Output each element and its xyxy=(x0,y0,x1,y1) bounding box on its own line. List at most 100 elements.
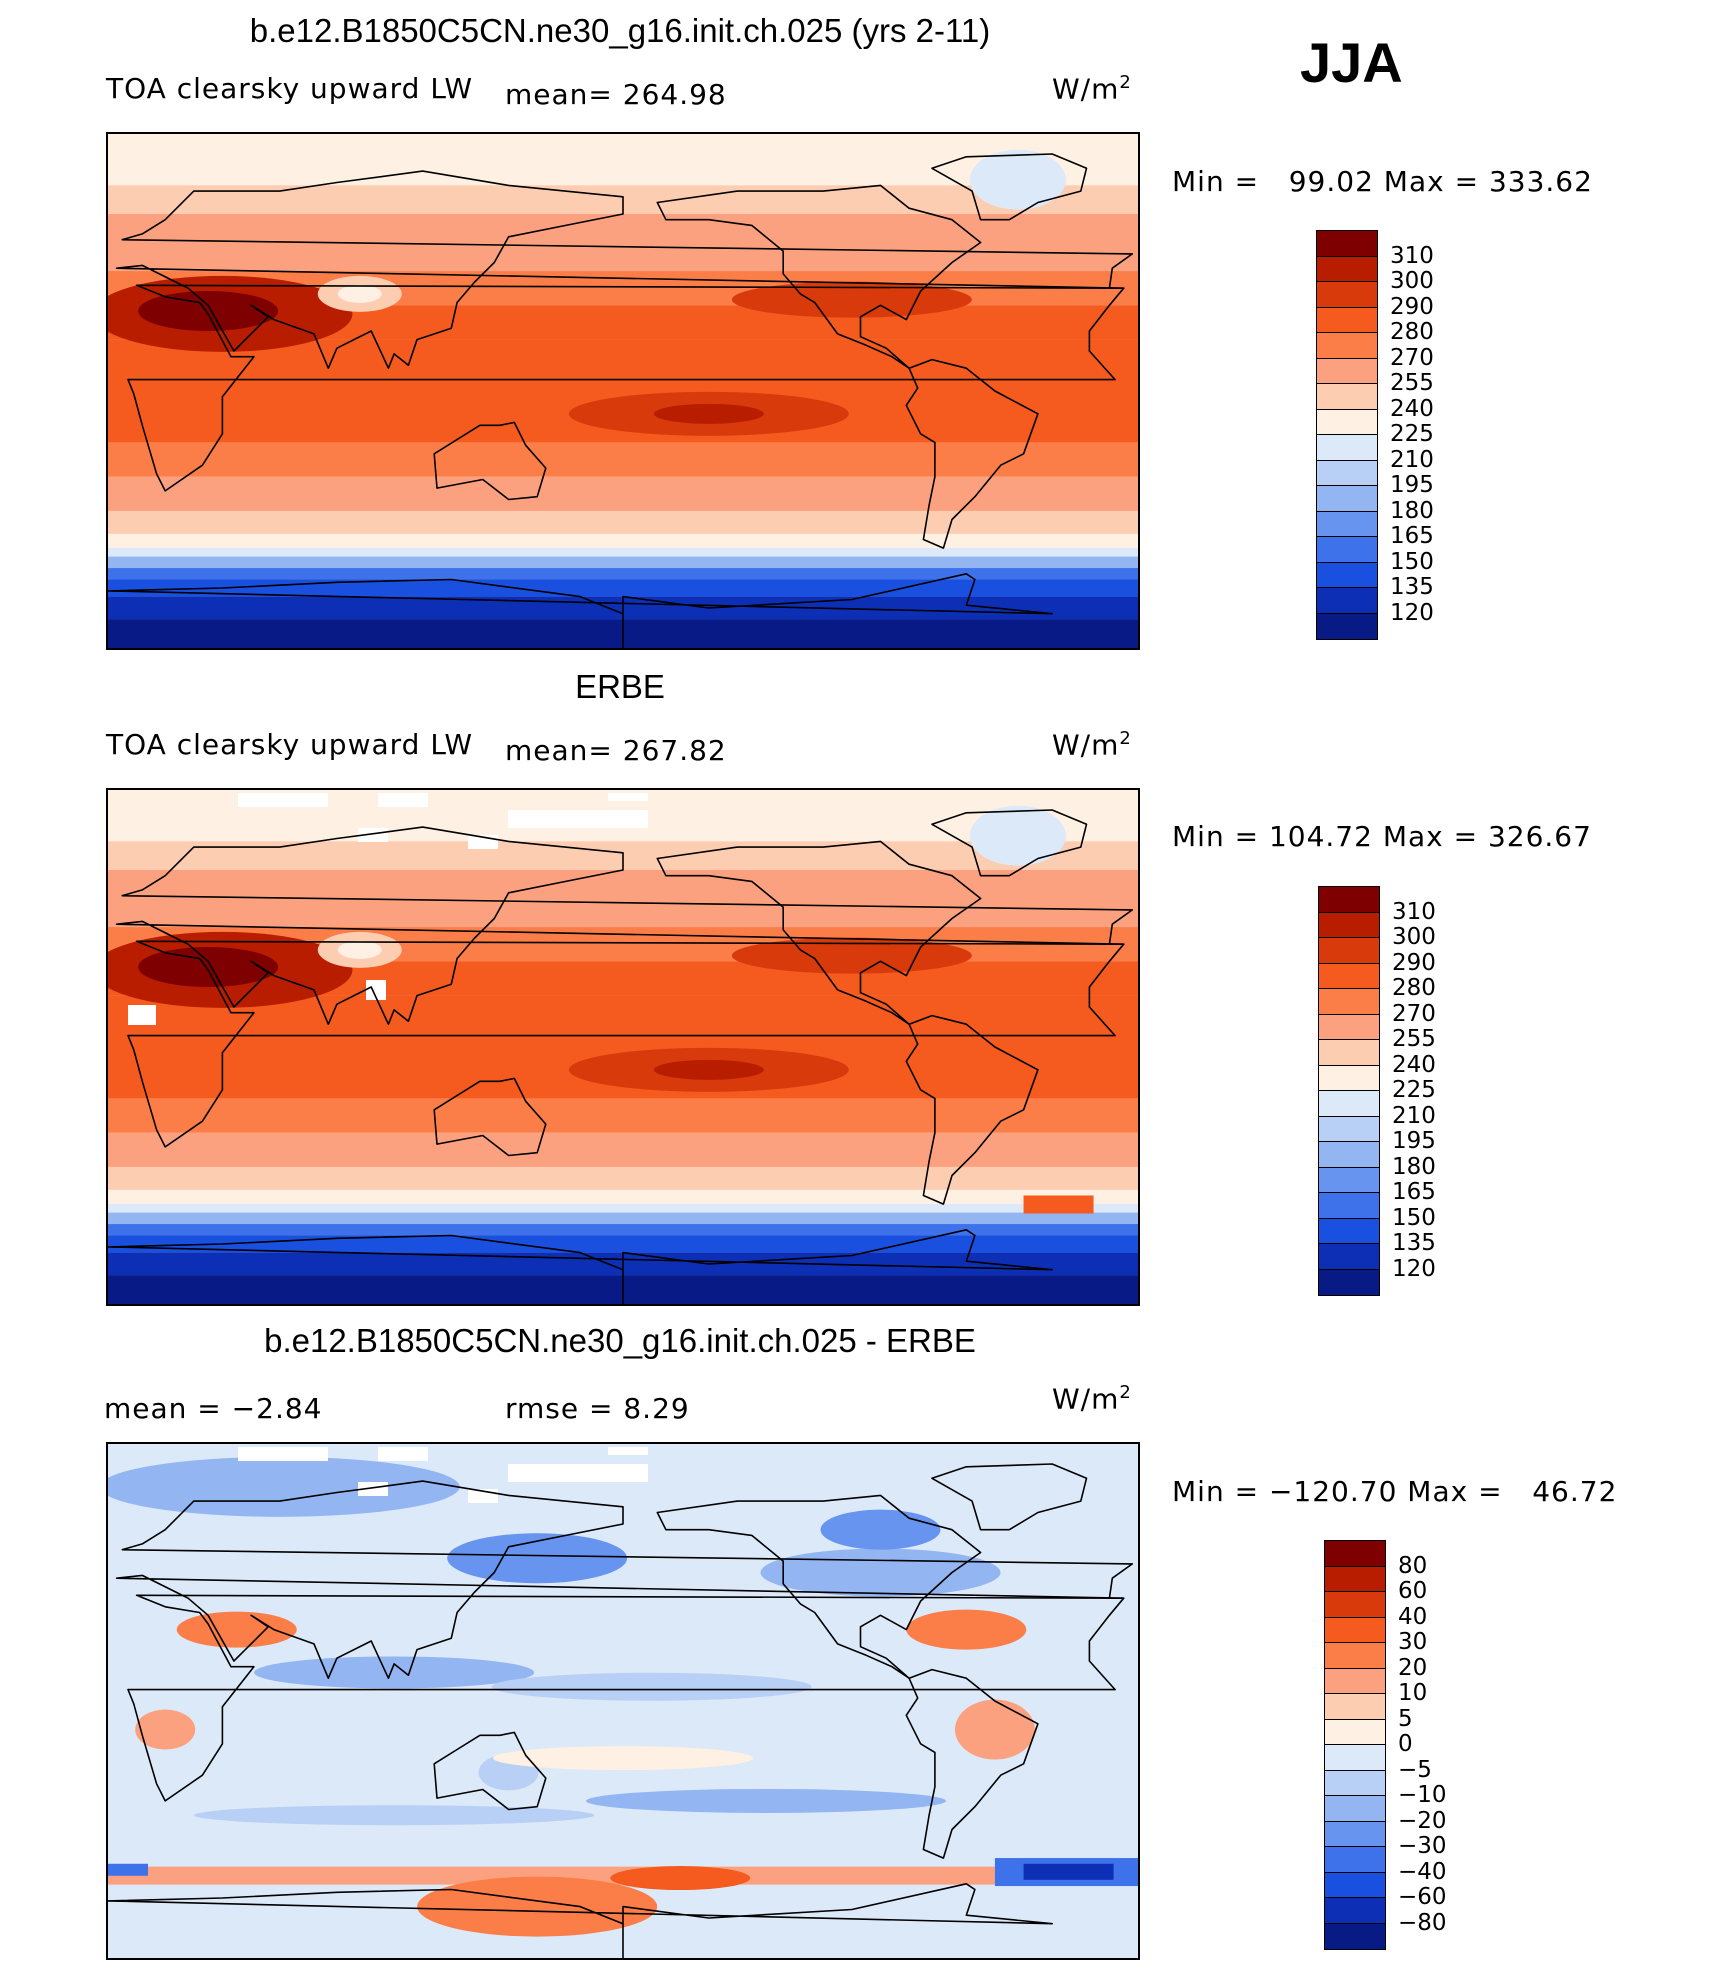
panel2-colorbar xyxy=(1318,886,1380,1296)
contour-band xyxy=(108,213,1138,243)
colorbar-tick-label: 30 xyxy=(1398,1629,1428,1655)
colorbar-swatch xyxy=(1317,460,1377,486)
colorbar-swatch xyxy=(1325,1541,1385,1567)
panel1-mean: mean= 264.98 xyxy=(505,78,727,111)
colorbar-tick-label: 290 xyxy=(1392,949,1436,976)
panel2-title: ERBE xyxy=(575,668,665,705)
colorbar-swatch xyxy=(1317,384,1377,410)
contour-band xyxy=(610,1866,751,1891)
coastline-namerica xyxy=(656,840,982,1025)
colorbar-swatch xyxy=(1317,588,1377,614)
colorbar-tick-label: 310 xyxy=(1390,242,1434,269)
colorbar-tick-label: 150 xyxy=(1392,1204,1436,1231)
panel1-title: b.e12.B1850C5CN.ne30_g16.init.ch.025 (yr… xyxy=(249,12,991,49)
contour-band xyxy=(1023,1863,1114,1880)
colorbar-tick-label: 195 xyxy=(1392,1128,1436,1154)
panel3-title: b.e12.B1850C5CN.ne30_g16.init.ch.025 - E… xyxy=(264,1322,976,1359)
colorbar-swatch xyxy=(1325,1668,1385,1694)
colorbar-swatch xyxy=(1325,1821,1385,1847)
colorbar-tick-label: 280 xyxy=(1390,319,1434,345)
coastline-antarctica xyxy=(108,572,1054,648)
missing-data xyxy=(508,810,648,828)
contour-band xyxy=(108,442,1138,477)
colorbar-tick-label: 270 xyxy=(1390,344,1434,371)
colorbar-swatch xyxy=(1319,1014,1379,1040)
missing-data xyxy=(238,793,328,807)
contour-band xyxy=(108,548,1138,557)
contour-band xyxy=(108,1132,1138,1167)
panel3-colorbar xyxy=(1324,1540,1386,1950)
panel2-variable: TOA clearsky upward LW xyxy=(106,728,474,761)
contour-band xyxy=(138,291,279,332)
colorbar-tick-label: 80 xyxy=(1398,1552,1428,1579)
contour-band xyxy=(108,1166,1138,1190)
colorbar-swatch xyxy=(1317,256,1377,282)
colorbar-swatch xyxy=(1325,1566,1385,1592)
contour-band xyxy=(820,1509,941,1550)
colorbar-swatch xyxy=(1325,1719,1385,1745)
colorbar-swatch xyxy=(1319,1167,1379,1193)
colorbar-tick-label: 135 xyxy=(1392,1230,1436,1256)
contour-band xyxy=(135,1709,196,1750)
colorbar-tick-label: 225 xyxy=(1390,421,1434,447)
contour-band xyxy=(254,1656,535,1689)
coastline-africa xyxy=(127,1594,1125,1802)
contour-band xyxy=(108,869,1138,899)
contour-band xyxy=(108,1456,460,1517)
colorbar-swatch xyxy=(1325,1898,1385,1924)
coastline-australia xyxy=(433,421,547,501)
panel2-minmax: Min = 104.72 Max = 326.67 xyxy=(1172,820,1592,853)
colorbar-swatch xyxy=(1317,537,1377,563)
colorbar-tick-label: −10 xyxy=(1398,1782,1447,1808)
colorbar-tick-label: 300 xyxy=(1390,268,1434,294)
colorbar-swatch xyxy=(1319,1269,1379,1295)
colorbar-tick-label: −40 xyxy=(1398,1858,1447,1885)
colorbar-swatch xyxy=(1319,887,1379,913)
colorbar-tick-label: 165 xyxy=(1390,523,1434,549)
coastline-africa xyxy=(127,284,1125,492)
colorbar-tick-label: 0 xyxy=(1398,1731,1413,1757)
colorbar-swatch xyxy=(1317,486,1377,512)
colorbar-swatch xyxy=(1325,1796,1385,1822)
missing-data xyxy=(608,793,648,801)
contour-band xyxy=(969,149,1066,210)
panel3-units: W/m2 xyxy=(1052,1382,1132,1416)
colorbar-swatch xyxy=(1319,1065,1379,1091)
colorbar-swatch xyxy=(1319,963,1379,989)
colorbar-tick-label: 270 xyxy=(1392,1000,1436,1027)
contour-band xyxy=(108,1098,1138,1133)
colorbar-swatch xyxy=(1317,231,1377,257)
colorbar-swatch xyxy=(1317,282,1377,308)
colorbar-tick-label: 195 xyxy=(1390,472,1434,498)
colorbar-swatch xyxy=(1325,1770,1385,1796)
missing-data xyxy=(238,1447,328,1461)
contour-band xyxy=(954,1699,1035,1760)
colorbar-tick-label: 165 xyxy=(1392,1179,1436,1205)
colorbar-swatch xyxy=(1325,1847,1385,1873)
panel3-rmse: rmse = 8.29 xyxy=(505,1392,690,1425)
colorbar-tick-label: 255 xyxy=(1392,1026,1436,1052)
contour-band xyxy=(108,1212,1138,1225)
contour-band xyxy=(493,1746,753,1771)
panel2-mean: mean= 267.82 xyxy=(505,734,727,767)
panel1-variable: TOA clearsky upward LW xyxy=(106,72,474,105)
colorbar-swatch xyxy=(1319,1142,1379,1168)
colorbar-swatch xyxy=(1319,989,1379,1015)
colorbar-tick-label: −5 xyxy=(1398,1756,1432,1783)
colorbar-tick-label: −20 xyxy=(1398,1807,1447,1834)
contour-band xyxy=(108,1863,148,1876)
panel1-map xyxy=(106,132,1140,650)
contour-band xyxy=(337,284,382,303)
colorbar-swatch xyxy=(1319,938,1379,964)
contour-band xyxy=(491,1672,812,1701)
coastline-europeAsia xyxy=(115,826,1134,1025)
colorbar-swatch xyxy=(1317,435,1377,461)
colorbar-swatch xyxy=(1325,1923,1385,1949)
contour-band xyxy=(108,476,1138,511)
contour-band xyxy=(969,805,1066,866)
colorbar-swatch xyxy=(1317,307,1377,333)
coastline-antarctica xyxy=(108,1882,1054,1958)
colorbar-tick-label: 210 xyxy=(1392,1102,1436,1129)
colorbar-tick-label: 255 xyxy=(1390,370,1434,396)
colorbar-tick-label: 5 xyxy=(1398,1705,1413,1732)
